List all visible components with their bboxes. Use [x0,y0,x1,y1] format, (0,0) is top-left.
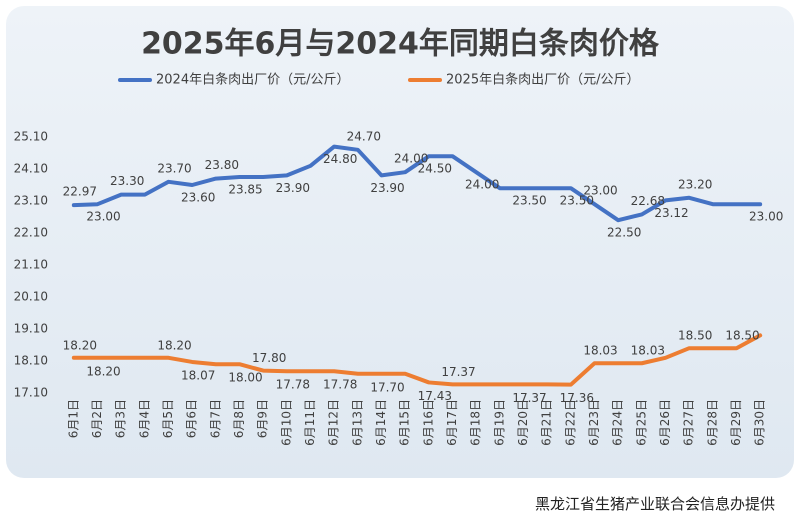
data-label: 22.50 [607,226,641,240]
y-tick-label: 24.10 [14,162,48,176]
data-label: 24.00 [465,178,499,192]
data-label: 23.50 [560,194,594,208]
y-tick-label: 18.10 [14,354,48,368]
y-tick-label: 19.10 [14,322,48,336]
y-tick-label: 25.10 [14,130,48,144]
x-tick-label: 6月18日 [469,399,483,446]
x-tick-label: 6月29日 [729,399,743,446]
data-label: 22.68 [631,194,665,208]
data-label: 23.70 [157,161,191,175]
x-tick-label: 6月19日 [492,399,506,446]
y-tick-label: 22.10 [14,226,48,240]
data-label: 18.20 [63,338,97,352]
x-tick-label: 6月11日 [303,399,317,446]
data-label: 17.37 [512,391,546,405]
x-tick-label: 6月28日 [705,399,719,446]
x-tick-label: 6月30日 [753,399,767,446]
chart-title: 2025年6月与2024年同期白条肉价格 [141,27,660,62]
x-tick-label: 6月3日 [114,399,128,438]
source-note: 黑龙江省生猪产业联合会信息办提供 [535,495,775,513]
data-label: 18.20 [157,338,191,352]
x-tick-label: 6月10日 [279,399,293,446]
x-tick-label: 6月4日 [137,399,151,438]
data-label: 23.00 [749,210,783,224]
data-label: 17.70 [370,380,404,394]
x-tick-label: 6月9日 [256,399,270,438]
data-label: 18.00 [228,371,262,385]
data-label: 17.43 [418,389,452,403]
chart-background [6,6,794,478]
x-tick-label: 6月23日 [587,399,601,446]
data-label: 23.00 [583,184,617,198]
x-tick-label: 6月2日 [90,399,104,438]
x-tick-label: 6月1日 [66,399,80,438]
legend-label: 2024年白条肉出厂价（元/公斤） [156,72,349,88]
x-tick-label: 6月24日 [611,399,625,446]
data-label: 23.20 [678,177,712,191]
data-label: 23.12 [654,206,688,220]
data-label: 22.97 [63,185,97,199]
data-label: 17.78 [323,378,357,392]
data-label: 23.85 [228,183,262,197]
y-tick-label: 20.10 [14,290,48,304]
x-tick-label: 6月27日 [682,399,696,446]
x-tick-label: 6月22日 [563,399,577,446]
x-tick-label: 6月7日 [208,399,222,438]
data-label: 24.50 [418,162,452,176]
x-tick-label: 6月8日 [232,399,246,438]
data-label: 23.60 [181,191,215,205]
x-tick-label: 6月14日 [374,399,388,446]
y-tick-label: 23.10 [14,194,48,208]
series-line [71,144,763,223]
series-line [71,333,763,387]
data-label: 18.50 [678,329,712,343]
data-label: 17.80 [252,351,286,365]
x-tick-label: 6月5日 [161,399,175,438]
data-label: 24.80 [323,152,357,166]
data-label: 24.70 [347,129,381,143]
data-label: 18.20 [86,364,120,378]
data-label: 18.03 [631,344,665,358]
x-tick-label: 6月6日 [185,399,199,438]
data-label: 23.80 [205,158,239,172]
x-tick-label: 6月26日 [658,399,672,446]
legend-label: 2025年白条肉出厂价（元/公斤） [446,72,639,88]
x-tick-label: 6月13日 [350,399,364,446]
data-label: 18.50 [725,329,759,343]
data-label: 23.30 [110,174,144,188]
x-tick-label: 6月12日 [327,399,341,446]
data-label: 17.78 [276,378,310,392]
x-tick-label: 6月21日 [540,399,554,446]
x-tick-label: 6月16日 [421,399,435,446]
x-tick-label: 6月20日 [516,399,530,446]
y-tick-label: 21.10 [14,258,48,272]
y-tick-label: 17.10 [14,386,48,400]
data-label: 23.50 [512,194,546,208]
x-tick-label: 6月17日 [445,399,459,446]
data-label: 24.00 [394,152,428,166]
data-label: 23.90 [276,181,310,195]
data-label: 17.36 [560,391,594,405]
data-label: 23.90 [370,181,404,195]
data-label: 23.00 [86,210,120,224]
x-tick-label: 6月15日 [398,399,412,446]
data-label: 18.07 [181,368,215,382]
x-tick-label: 6月25日 [634,399,648,446]
data-label: 18.03 [583,344,617,358]
data-label: 17.37 [441,365,475,379]
